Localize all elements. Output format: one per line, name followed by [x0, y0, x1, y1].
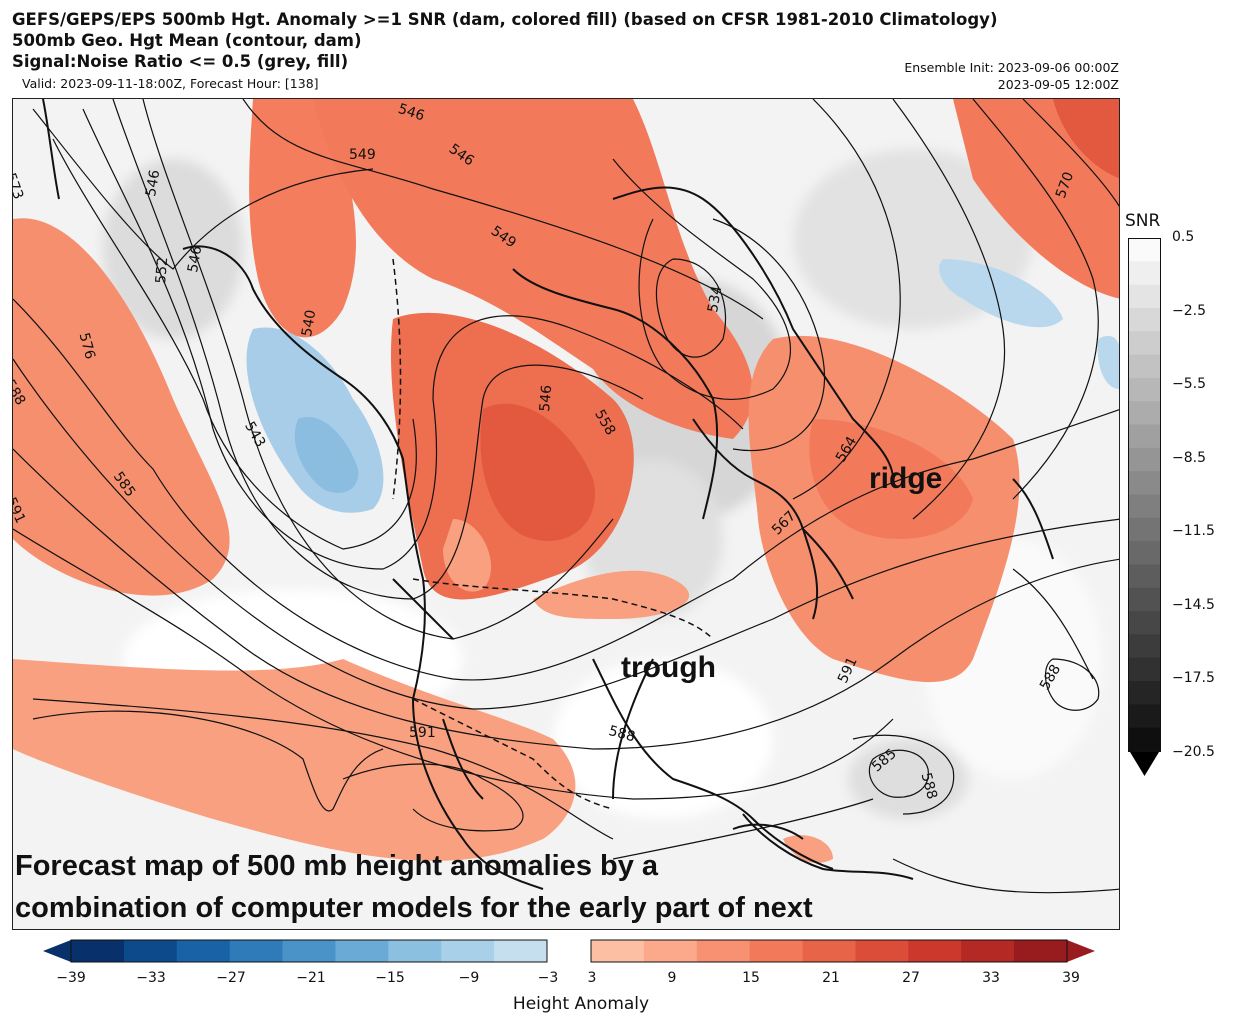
- positive-band: [855, 940, 909, 962]
- anomaly-tick-label: 21: [822, 970, 840, 986]
- anomaly-tick-label: 3: [587, 970, 597, 986]
- negative-band: [494, 940, 548, 962]
- snr-colorbar-title: SNR: [1125, 211, 1161, 231]
- anomaly-colorbar: [43, 939, 1095, 963]
- coastlines: [42, 99, 1054, 890]
- map-canvas: [13, 99, 1119, 929]
- ensemble-init-1: Ensemble Init: 2023-09-06 00:00Z: [904, 60, 1119, 75]
- positive-band: [591, 940, 645, 962]
- positive-band: [749, 940, 804, 962]
- anomaly-tick-label: 27: [902, 970, 920, 986]
- contour-label: 546: [537, 384, 556, 413]
- positive-band: [908, 940, 962, 962]
- negative-band: [282, 940, 336, 962]
- anomaly-tick-label: −9: [458, 970, 480, 986]
- ensemble-init-2: 2023-09-05 12:00Z: [997, 77, 1119, 92]
- anomaly-tick-label: −15: [375, 970, 405, 986]
- snr-band: [1128, 657, 1161, 682]
- colorbar-extend-arrow-left: [43, 940, 71, 962]
- positive-band: [961, 940, 1015, 962]
- valid-time: Valid: 2023-09-11-18:00Z, Forecast Hour:…: [22, 76, 319, 91]
- anomaly-tick-label: −39: [56, 970, 86, 986]
- negative-band: [388, 940, 442, 962]
- positive-band: [643, 940, 698, 962]
- title-line-3: Signal:Noise Ratio <= 0.5 (grey, fill): [12, 52, 349, 71]
- snr-tick-label: −8.5: [1172, 449, 1206, 466]
- snr-band: [1128, 471, 1161, 495]
- snr-band: [1128, 587, 1161, 612]
- negative-band: [335, 940, 389, 962]
- contour-label: 552: [153, 256, 172, 285]
- colorbar-extend-arrow-right: [1067, 940, 1095, 962]
- snr-colorbar: [1128, 238, 1161, 776]
- snr-tick-label: −17.5: [1172, 670, 1215, 686]
- anomaly-tick-label: 33: [982, 970, 1000, 986]
- snr-band: [1128, 331, 1161, 356]
- negative-anomaly-fill: [246, 259, 1119, 513]
- snr-band: [1128, 261, 1161, 286]
- caption-line-1: Forecast map of 500 mb height anomalies …: [15, 850, 659, 882]
- snr-band: [1128, 447, 1161, 472]
- snr-band: [1128, 424, 1161, 449]
- anomaly-map: ridge trough Forecast map of 500 mb heig…: [12, 98, 1120, 930]
- snr-band: [1128, 634, 1161, 659]
- anomaly-tick-label: 15: [742, 970, 760, 986]
- anomaly-tick-label: 39: [1062, 970, 1080, 986]
- snr-band: [1128, 494, 1161, 519]
- snr-tick-label: −20.5: [1172, 743, 1215, 760]
- negative-band: [229, 940, 284, 962]
- snr-tick-label: −2.5: [1172, 302, 1206, 319]
- snr-tick-label: −5.5: [1172, 376, 1206, 392]
- snr-band: [1128, 517, 1161, 542]
- snr-band: [1128, 307, 1161, 332]
- contour-label: 591: [409, 725, 436, 741]
- negative-band: [123, 940, 178, 962]
- snr-band: [1128, 541, 1161, 565]
- height-contours: [13, 99, 1119, 894]
- anomaly-tick-label: 9: [667, 970, 677, 986]
- snr-tick-label: −11.5: [1172, 523, 1215, 539]
- snr-band: [1128, 681, 1161, 705]
- snr-band: [1128, 284, 1161, 309]
- caption-line-2: combination of computer models for the e…: [15, 892, 813, 924]
- title-line-2: 500mb Geo. Hgt Mean (contour, dam): [12, 31, 362, 50]
- snr-band: [1128, 238, 1161, 262]
- negative-band: [71, 940, 125, 962]
- snr-band: [1128, 727, 1161, 752]
- snr-band: [1128, 611, 1161, 635]
- anomaly-tick-label: −33: [136, 970, 166, 986]
- positive-band: [1014, 940, 1068, 962]
- positive-band: [802, 940, 856, 962]
- ridge-label: ridge: [869, 462, 943, 495]
- snr-band: [1128, 401, 1161, 426]
- anomaly-colorbar-label: Height Anomaly: [512, 994, 650, 1014]
- snr-band: [1128, 704, 1161, 729]
- anomaly-tick-label: −3: [537, 970, 559, 986]
- contour-label: 549: [349, 147, 376, 163]
- negative-band: [441, 940, 495, 962]
- snr-band: [1128, 354, 1161, 379]
- anomaly-tick-label: −21: [296, 970, 326, 986]
- snr-band: [1128, 377, 1161, 402]
- negative-band: [176, 940, 231, 962]
- snr-tick-label: 0.5: [1172, 229, 1195, 245]
- snr-band: [1128, 564, 1161, 589]
- borders: [392, 258, 714, 810]
- snr-tick-label: −14.5: [1172, 596, 1215, 613]
- title-line-1: GEFS/GEPS/EPS 500mb Hgt. Anomaly >=1 SNR…: [12, 10, 998, 29]
- anomaly-tick-label: −27: [216, 970, 246, 986]
- positive-band: [696, 940, 751, 962]
- trough-label: trough: [621, 651, 716, 684]
